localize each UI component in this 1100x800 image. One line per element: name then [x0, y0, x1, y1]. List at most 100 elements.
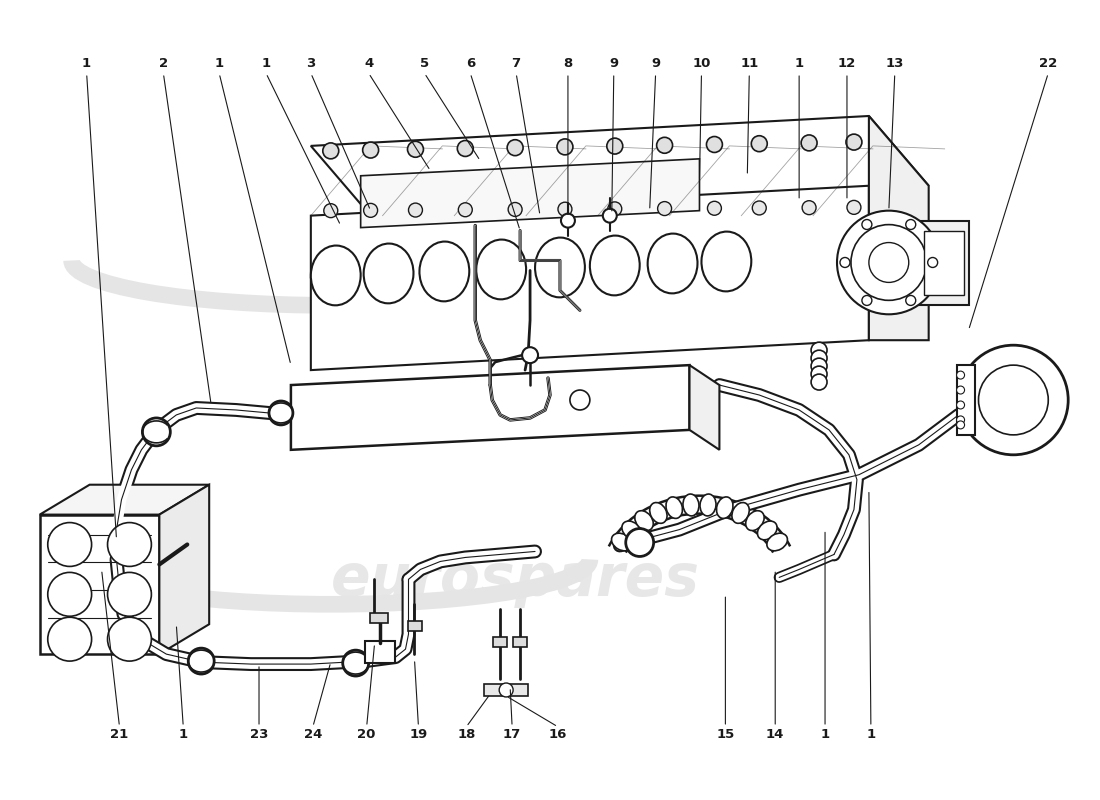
Text: 4: 4	[364, 57, 373, 70]
Polygon shape	[290, 365, 690, 450]
Circle shape	[561, 214, 575, 228]
Ellipse shape	[758, 521, 777, 540]
Circle shape	[707, 202, 722, 215]
Circle shape	[957, 416, 965, 424]
Ellipse shape	[476, 239, 526, 299]
Circle shape	[905, 295, 915, 306]
Polygon shape	[311, 116, 928, 216]
Text: 11: 11	[740, 57, 758, 70]
Text: 6: 6	[465, 57, 475, 70]
Text: 2: 2	[158, 57, 168, 70]
Ellipse shape	[700, 494, 716, 516]
Bar	[408, 622, 422, 631]
Circle shape	[458, 141, 473, 157]
Circle shape	[607, 138, 623, 154]
Ellipse shape	[732, 502, 749, 523]
Bar	[364, 641, 395, 663]
Circle shape	[840, 258, 850, 267]
Ellipse shape	[683, 494, 698, 516]
Text: 15: 15	[716, 728, 735, 742]
Ellipse shape	[612, 533, 632, 551]
Circle shape	[811, 374, 827, 390]
Circle shape	[557, 139, 573, 155]
Circle shape	[837, 210, 940, 314]
Bar	[493, 637, 507, 647]
Text: 3: 3	[306, 57, 316, 70]
Circle shape	[811, 342, 827, 358]
Text: 1: 1	[867, 728, 876, 742]
Circle shape	[658, 202, 672, 215]
Circle shape	[957, 386, 965, 394]
Text: 7: 7	[512, 57, 520, 70]
Polygon shape	[361, 159, 700, 228]
Text: 20: 20	[358, 728, 376, 742]
Text: 16: 16	[549, 728, 568, 742]
Ellipse shape	[635, 510, 653, 530]
Bar	[513, 637, 527, 647]
Circle shape	[108, 618, 152, 661]
Text: 13: 13	[886, 57, 904, 70]
Text: 9: 9	[609, 57, 618, 70]
Text: 1: 1	[178, 728, 188, 742]
Text: 1: 1	[214, 57, 223, 70]
Circle shape	[108, 522, 152, 566]
Ellipse shape	[716, 497, 733, 518]
Circle shape	[851, 225, 926, 300]
Text: 22: 22	[1040, 57, 1057, 70]
Polygon shape	[40, 485, 209, 514]
Text: 21: 21	[110, 728, 129, 742]
Circle shape	[499, 683, 513, 697]
Text: 12: 12	[838, 57, 856, 70]
Text: 19: 19	[409, 728, 428, 742]
Bar	[957, 365, 975, 435]
Ellipse shape	[650, 502, 667, 523]
Ellipse shape	[419, 242, 470, 302]
Circle shape	[847, 200, 861, 214]
Circle shape	[558, 202, 572, 216]
Circle shape	[626, 529, 653, 557]
Circle shape	[869, 242, 909, 282]
Text: 23: 23	[250, 728, 268, 742]
Bar	[918, 221, 968, 306]
Circle shape	[979, 365, 1048, 435]
Circle shape	[507, 140, 524, 156]
Circle shape	[408, 203, 422, 217]
Ellipse shape	[535, 238, 585, 298]
Circle shape	[751, 136, 767, 152]
Circle shape	[407, 142, 424, 158]
Polygon shape	[690, 365, 719, 450]
Circle shape	[957, 371, 965, 379]
Polygon shape	[160, 485, 209, 654]
Circle shape	[322, 143, 339, 159]
Circle shape	[603, 209, 617, 222]
Text: 8: 8	[563, 57, 573, 70]
Text: 17: 17	[503, 728, 521, 742]
Bar	[924, 230, 964, 295]
Ellipse shape	[364, 243, 414, 303]
Circle shape	[188, 648, 214, 674]
Circle shape	[801, 135, 817, 151]
Circle shape	[811, 350, 827, 366]
Text: eurospares: eurospares	[331, 551, 700, 608]
Circle shape	[608, 202, 622, 216]
Ellipse shape	[746, 510, 764, 530]
Bar	[484, 684, 528, 696]
Text: eurospares: eurospares	[331, 262, 700, 319]
Circle shape	[459, 202, 472, 217]
Circle shape	[958, 345, 1068, 455]
Circle shape	[862, 295, 872, 306]
Circle shape	[323, 204, 338, 218]
Circle shape	[905, 219, 915, 230]
Circle shape	[343, 650, 368, 676]
Text: 5: 5	[420, 57, 429, 70]
Circle shape	[522, 347, 538, 363]
Circle shape	[108, 572, 152, 616]
Ellipse shape	[590, 235, 640, 295]
Ellipse shape	[666, 497, 682, 518]
Circle shape	[811, 366, 827, 382]
Text: 1: 1	[82, 57, 91, 70]
Circle shape	[47, 522, 91, 566]
Polygon shape	[40, 514, 159, 654]
Circle shape	[927, 258, 937, 267]
Text: 18: 18	[458, 728, 475, 742]
